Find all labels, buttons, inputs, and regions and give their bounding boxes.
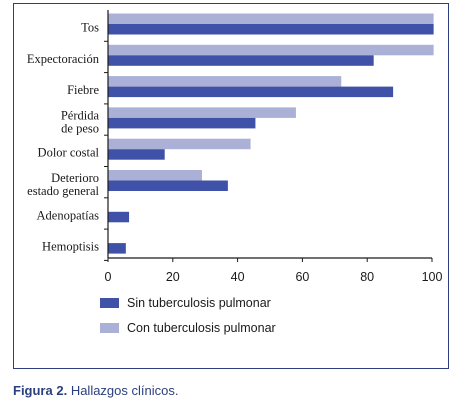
bar-sin-tb-6 (108, 211, 130, 223)
category-label-7: Hemoptisis (42, 240, 99, 254)
bar-sin-tb-1 (108, 55, 374, 66)
x-tick-label-4: 80 (360, 270, 374, 284)
caption-text: Hallazgos clínicos. (70, 383, 179, 398)
figure-caption: Figura 2. Hallazgos clínicos. (13, 383, 178, 398)
category-label-6: Adenopatías (37, 208, 100, 222)
legend: Sin tuberculosis pulmonar Con tuberculosi… (100, 296, 276, 335)
legend-label-0: Sin tuberculosis pulmonar (127, 296, 271, 310)
bar-sin-tb-2 (108, 86, 394, 98)
bar-sin-tb-3 (108, 117, 256, 129)
category-labels: Tos Expectoración Fiebre Pérdida de peso Dolo… (27, 21, 100, 254)
bar-sin-tb-0 (108, 24, 434, 35)
bar-con-tb-2 (108, 76, 342, 87)
bar-con-tb-4 (108, 138, 251, 150)
x-tick-label-3: 60 (295, 270, 309, 284)
category-label-1: Expectoración (27, 52, 100, 66)
category-label-5: Deterioro estado general (27, 171, 99, 198)
legend-label-1: Con tuberculosis pulmonar (127, 321, 276, 335)
bar-sin-tb-4 (108, 149, 165, 160)
x-tick-label-2: 40 (231, 270, 245, 284)
axes-group (104, 10, 433, 262)
category-label-2: Fiebre (67, 83, 99, 97)
x-tick-label-5: 100 (422, 270, 443, 284)
bar-chart: Tos Expectoración Fiebre Pérdida de peso Dolo… (27, 10, 443, 335)
x-tick-label-1: 20 (166, 270, 180, 284)
category-label-3: Pérdida de peso (61, 108, 100, 135)
category-label-4: Dolor costal (38, 146, 100, 160)
caption-label: Figura 2. (13, 383, 68, 398)
bar-con-tb-5 (108, 170, 202, 181)
figure-frame (13, 3, 449, 369)
x-tick-label-0: 0 (105, 270, 112, 284)
bar-con-tb-1 (108, 44, 434, 56)
legend-swatch-0 (100, 298, 119, 308)
tick-labels: 0 20 40 60 80 100 (105, 270, 443, 284)
bar-sin-tb-5 (108, 180, 228, 191)
bar-con-tb-3 (108, 107, 296, 118)
legend-swatch-1 (100, 323, 119, 333)
bars-group (108, 13, 434, 254)
category-label-0: Tos (81, 21, 99, 35)
bar-con-tb-0 (108, 13, 434, 24)
bar-sin-tb-7 (108, 243, 126, 254)
